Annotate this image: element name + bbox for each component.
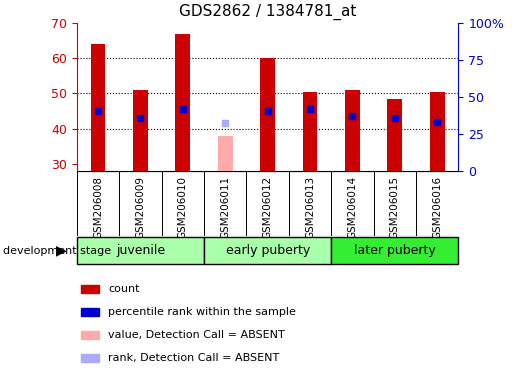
Bar — [260, 58, 275, 171]
Bar — [303, 92, 317, 171]
Text: juvenile: juvenile — [116, 244, 165, 257]
Bar — [91, 44, 105, 171]
Text: development stage: development stage — [3, 245, 111, 256]
Text: GSM206015: GSM206015 — [390, 176, 400, 239]
Bar — [81, 285, 99, 293]
Text: ▶: ▶ — [56, 243, 66, 258]
FancyBboxPatch shape — [77, 237, 204, 265]
Text: GSM206008: GSM206008 — [93, 176, 103, 239]
Text: count: count — [108, 284, 140, 294]
Text: early puberty: early puberty — [226, 244, 310, 257]
Text: GSM206014: GSM206014 — [348, 176, 357, 239]
Bar — [81, 308, 99, 316]
Title: GDS2862 / 1384781_at: GDS2862 / 1384781_at — [179, 4, 356, 20]
Bar — [175, 34, 190, 171]
Bar — [387, 99, 402, 171]
Text: value, Detection Call = ABSENT: value, Detection Call = ABSENT — [108, 330, 285, 340]
Bar — [430, 92, 445, 171]
Text: percentile rank within the sample: percentile rank within the sample — [108, 307, 296, 317]
Text: GSM206011: GSM206011 — [220, 176, 230, 239]
Bar — [81, 331, 99, 339]
FancyBboxPatch shape — [204, 237, 331, 265]
Text: rank, Detection Call = ABSENT: rank, Detection Call = ABSENT — [108, 353, 280, 363]
Text: later puberty: later puberty — [354, 244, 436, 257]
Bar — [218, 136, 233, 171]
Text: GSM206009: GSM206009 — [136, 176, 145, 239]
Bar — [81, 354, 99, 362]
Text: GSM206016: GSM206016 — [432, 176, 442, 239]
Bar — [345, 90, 360, 171]
Text: GSM206010: GSM206010 — [178, 176, 188, 239]
FancyBboxPatch shape — [331, 237, 458, 265]
Text: GSM206012: GSM206012 — [263, 176, 272, 239]
Bar — [133, 90, 148, 171]
Text: GSM206013: GSM206013 — [305, 176, 315, 239]
